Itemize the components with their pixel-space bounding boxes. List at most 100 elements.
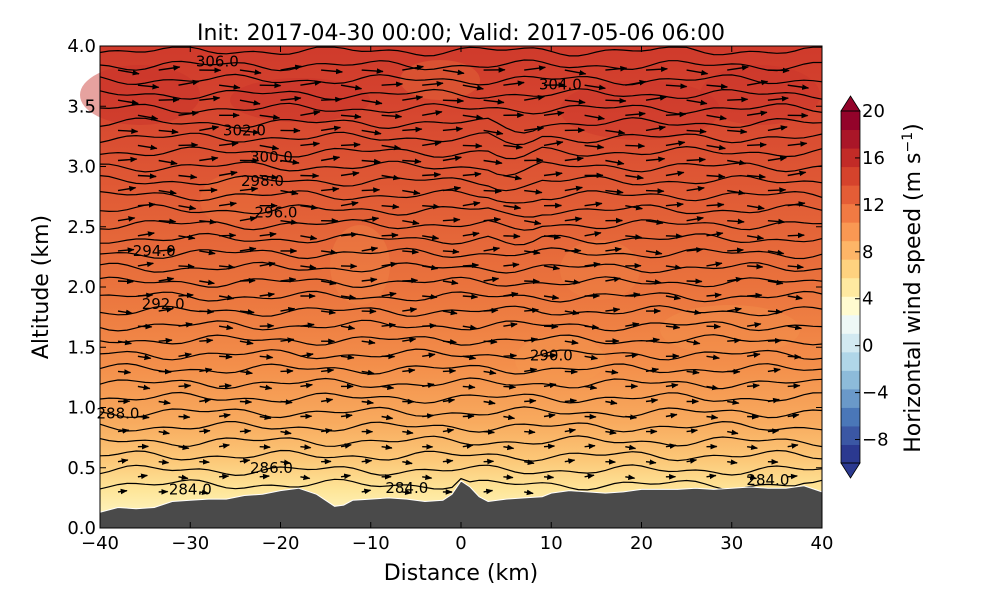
wind-arrow — [727, 65, 749, 71]
wind-arrow — [746, 352, 761, 358]
contour-line — [99, 305, 823, 317]
wind-arrow — [787, 443, 799, 449]
wind-arrow — [767, 279, 784, 286]
wind-arrow — [422, 171, 442, 178]
colorbar-band — [841, 425, 860, 445]
wind-arrow — [219, 264, 236, 270]
wind-arrow — [422, 474, 433, 481]
contour-line — [99, 348, 823, 361]
wind-arrow — [259, 231, 277, 238]
wind-arrow — [117, 369, 132, 375]
wind-arrow — [645, 156, 666, 163]
wind-arrow — [340, 294, 357, 300]
wind-arrow — [178, 383, 192, 389]
wind-arrow — [422, 234, 440, 241]
contour-line — [99, 73, 823, 86]
contour-label: 298.0 — [241, 172, 284, 190]
wind-arrow — [422, 140, 442, 147]
wind-arrow — [605, 159, 625, 166]
wind-arrow — [219, 232, 237, 239]
wind-arrow — [543, 412, 556, 419]
wind-arrow — [625, 204, 643, 211]
wind-arrow — [543, 294, 560, 301]
wind-arrow — [300, 352, 314, 358]
wind-arrow — [259, 292, 275, 298]
wind-arrow — [219, 353, 233, 360]
wind-arrow — [747, 142, 767, 148]
wind-arrow — [462, 384, 476, 390]
wind-arrow — [564, 185, 583, 192]
colorbar-tick-label: −4 — [862, 383, 889, 404]
wind-arrow — [158, 276, 175, 283]
wind-arrow — [361, 369, 375, 376]
wind-arrow — [727, 247, 744, 254]
wind-arrow — [524, 94, 545, 101]
wind-arrow — [178, 352, 192, 358]
wind-arrow — [746, 234, 765, 241]
wind-arrow — [117, 216, 136, 222]
wind-arrow — [381, 261, 398, 268]
contour-line — [99, 261, 823, 274]
contour-line — [99, 406, 823, 419]
wind-arrow — [605, 246, 622, 253]
contour-label: 306.0 — [196, 53, 239, 71]
wind-arrow — [402, 489, 412, 496]
wind-arrow — [361, 399, 374, 405]
contour-line — [99, 189, 823, 204]
x-tick-label: 20 — [630, 533, 653, 554]
wind-arrow — [524, 65, 546, 71]
wind-arrow — [199, 125, 220, 132]
wind-arrow — [503, 322, 518, 328]
wind-arrow — [727, 218, 745, 225]
wind-arrow — [543, 171, 563, 177]
wind-arrow — [503, 414, 516, 421]
colorbar-band — [841, 129, 860, 149]
wind-arrow — [584, 231, 602, 237]
wind-arrow — [422, 293, 438, 300]
wind-arrow — [645, 279, 662, 285]
wind-arrow — [402, 95, 424, 101]
colorbar-extend-max — [840, 95, 861, 112]
wind-arrow — [706, 144, 726, 151]
wind-arrow — [137, 202, 156, 208]
wind-arrow — [300, 204, 319, 211]
wind-arrow — [137, 114, 159, 121]
wind-arrow — [422, 110, 443, 116]
wind-arrow — [218, 170, 238, 177]
wind-arrow — [727, 276, 743, 283]
colorbar-label-close: ) — [901, 123, 926, 132]
wind-arrow — [218, 412, 231, 419]
wind-arrow — [665, 412, 678, 419]
wind-arrow — [442, 185, 462, 192]
wind-arrow — [767, 308, 783, 315]
wind-arrow — [137, 83, 160, 90]
wind-arrow — [706, 323, 721, 330]
y-tick-label: 3.5 — [67, 96, 96, 117]
wind-arrow — [483, 338, 498, 345]
wind-arrow — [727, 96, 749, 103]
contour-line — [99, 174, 823, 192]
wind-arrow — [320, 279, 337, 286]
wind-arrow — [259, 174, 279, 180]
wind-arrow — [340, 324, 356, 331]
wind-arrow — [584, 354, 599, 361]
wind-arrow — [665, 140, 686, 147]
wind-arrow — [747, 383, 760, 389]
wind-arrow — [239, 129, 260, 135]
wind-arrow — [665, 294, 682, 301]
wind-arrow — [178, 234, 196, 241]
colorbar-band — [841, 407, 860, 427]
wind-arrow — [462, 354, 477, 361]
wind-arrow — [280, 277, 297, 283]
wind-arrow — [584, 261, 601, 268]
wind-arrow — [442, 458, 454, 465]
wind-arrow — [218, 324, 234, 331]
wind-arrow — [199, 279, 215, 286]
contour-line — [99, 362, 823, 375]
contour-line — [99, 88, 823, 101]
wind-arrow — [524, 367, 538, 374]
wind-arrow — [665, 170, 685, 177]
wind-arrow — [117, 185, 137, 192]
wind-arrow — [746, 110, 768, 117]
wind-arrow — [727, 306, 742, 313]
